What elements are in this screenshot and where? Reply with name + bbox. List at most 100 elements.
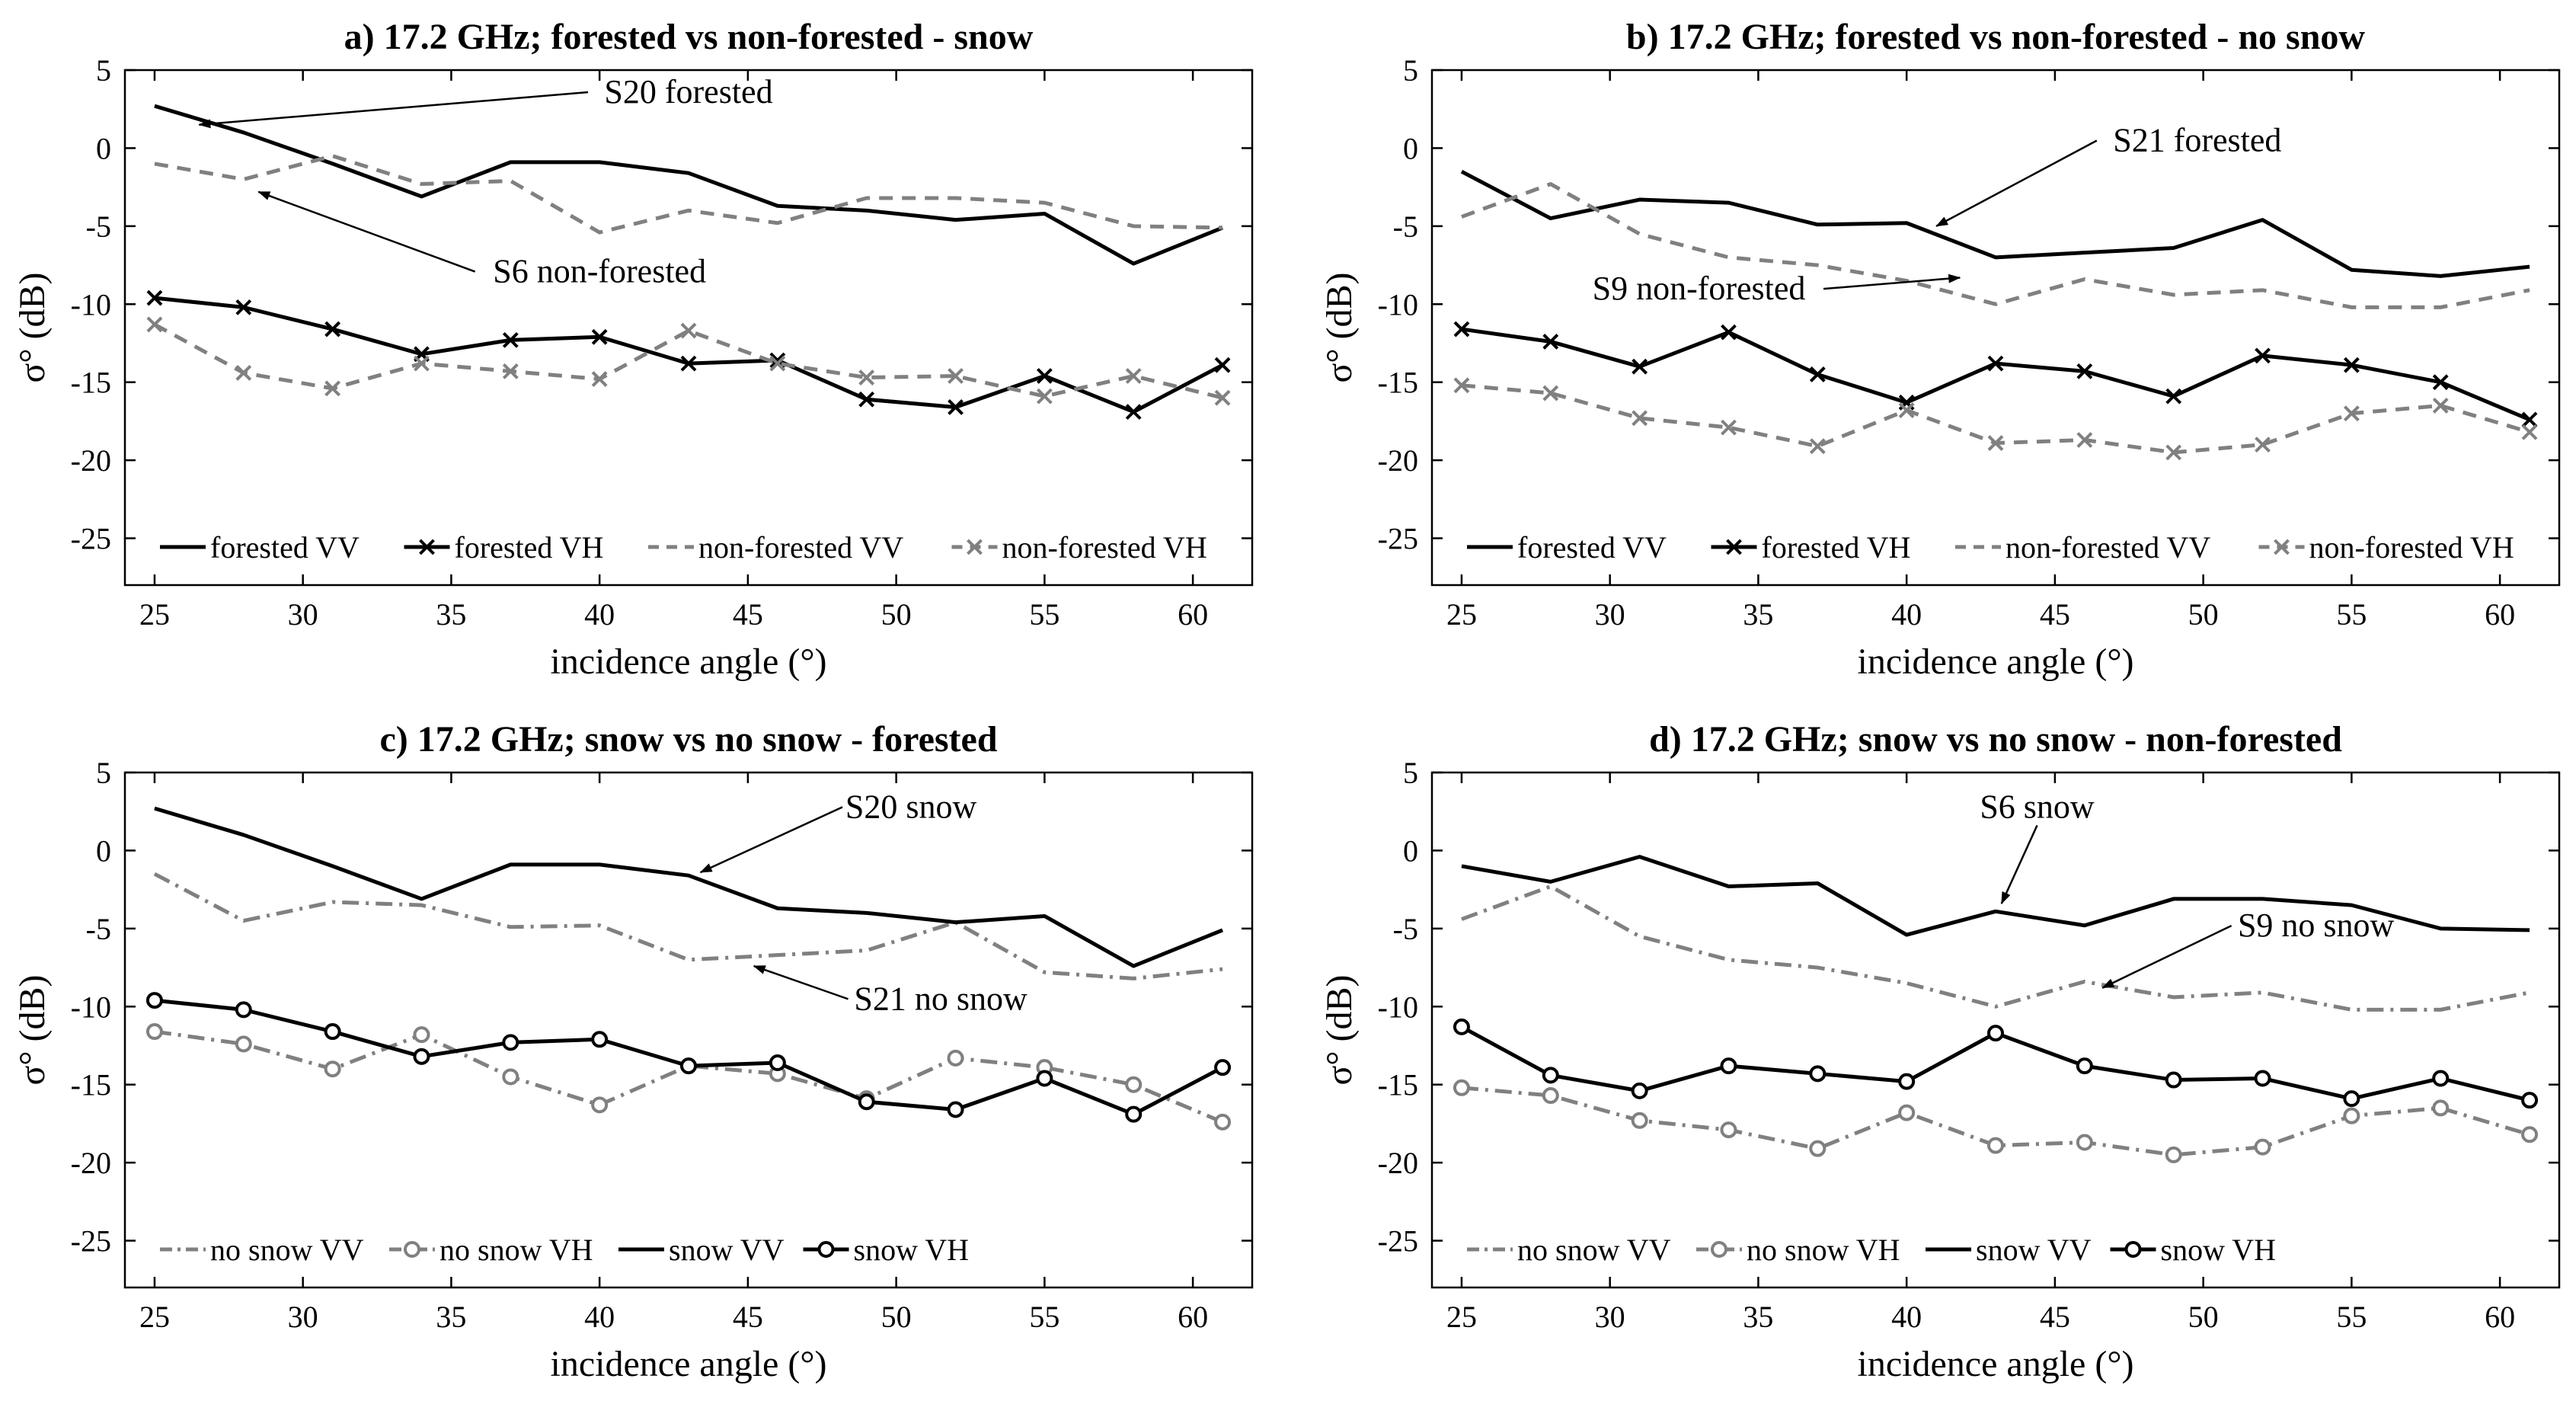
data-point (1036, 1070, 1053, 1087)
data-point (2255, 347, 2271, 364)
data-point (2343, 357, 2360, 373)
series-line (154, 806, 1223, 968)
series-line (154, 154, 1223, 235)
data-point (948, 368, 964, 384)
data-point (324, 1023, 341, 1041)
data-point (591, 1031, 609, 1048)
x-tick-label: 35 (1743, 597, 1773, 632)
chart-panel-4: d) 17.2 GHz; snow vs no snow - non-fores… (1319, 719, 2561, 1384)
y-tick-label: -15 (1378, 366, 1418, 400)
legend: forested VV forested VH non-forested VV non… (1467, 530, 2514, 565)
data-point (502, 1034, 519, 1051)
data-point (1453, 1018, 1470, 1035)
data-point (145, 992, 163, 1009)
legend-label: snow VV (669, 1233, 785, 1267)
data-point (145, 1023, 163, 1041)
data-point (2343, 405, 2360, 422)
legend-item: forested VH (404, 530, 603, 565)
data-point (1809, 1065, 1827, 1083)
legend-marker (419, 539, 435, 555)
data-point (1987, 355, 2004, 372)
data-point (1632, 410, 1648, 427)
series-non-forested-vv (154, 154, 1223, 235)
data-point (1542, 385, 1559, 401)
legend-label: no snow VH (1747, 1233, 1900, 1267)
series-line (1461, 182, 2530, 309)
legend-item: snow VV (618, 1233, 785, 1267)
annotation-label: S21 forested (2113, 122, 2281, 159)
x-tick-label: 50 (2188, 1300, 2219, 1334)
legend-marker (1726, 539, 1742, 555)
x-tick-label: 60 (2485, 597, 2515, 632)
chart-title: c) 17.2 GHz; snow vs no snow - forested (379, 719, 997, 760)
annotation-arrow (1935, 139, 2098, 227)
legend-label: forested VV (210, 530, 360, 565)
annotation-arrow (753, 964, 849, 1000)
y-tick-label: -25 (1378, 522, 1418, 556)
data-point (2165, 1146, 2182, 1163)
data-point (414, 355, 430, 372)
annotation-arrow (2000, 824, 2038, 904)
data-point (858, 391, 875, 408)
data-point (1809, 1140, 1827, 1157)
y-tick-label: -20 (71, 443, 111, 478)
x-tick-label: 50 (881, 1300, 912, 1334)
data-point (591, 1096, 609, 1114)
annotation-arrow (699, 806, 843, 874)
plot-area (123, 771, 1254, 1289)
y-tick-label: -10 (71, 990, 111, 1024)
annotation-label: S21 no snow (854, 980, 1028, 1017)
x-tick-label: 25 (139, 1300, 170, 1334)
series-forested-vv (154, 104, 1223, 266)
data-point (1214, 357, 1231, 373)
x-tick-label: 45 (733, 1300, 763, 1334)
legend-marker (2124, 1241, 2142, 1258)
y-tick-label: -25 (71, 1224, 111, 1259)
legend-item: no snow VH (389, 1233, 593, 1267)
chart-panel-2: b) 17.2 GHz; forested vs non-forested - … (1319, 17, 2561, 682)
data-point (146, 289, 163, 306)
legend-item: no snow VV (1467, 1233, 1671, 1267)
series-non-forested-vh (146, 316, 1231, 406)
legend-label: snow VH (854, 1233, 970, 1267)
data-point (2076, 1057, 2093, 1075)
data-point (1125, 404, 1142, 421)
x-tick-label: 60 (1178, 1300, 1208, 1334)
data-point (1125, 368, 1142, 384)
x-tick-label: 55 (2336, 1300, 2367, 1334)
legend-label: no snow VV (1517, 1233, 1671, 1267)
y-tick-label: -5 (1393, 912, 1418, 946)
x-tick-label: 45 (2040, 597, 2070, 632)
chart-title: d) 17.2 GHz; snow vs no snow - non-fores… (1649, 719, 2342, 760)
data-point (1542, 1067, 1559, 1084)
data-point (1214, 1113, 1232, 1131)
y-tick-label: -15 (71, 366, 111, 400)
series-forested-vh (1453, 321, 2538, 428)
legend-label: forested VH (1762, 530, 1911, 565)
y-axis-label: σ° (dB) (1319, 272, 1360, 382)
y-axis-label: σ° (dB) (12, 974, 53, 1085)
series-line (153, 322, 1223, 400)
legend-label: forested VV (1517, 530, 1667, 565)
data-point (1721, 419, 1737, 436)
chart-panel-3: c) 17.2 GHz; snow vs no snow - forested 2… (12, 719, 1254, 1384)
data-point (1453, 377, 1470, 394)
legend-label: non-forested VV (698, 530, 903, 565)
x-tick-label: 60 (2485, 1300, 2515, 1334)
data-point (2076, 363, 2093, 379)
x-axis-label: incidence angle (°) (1858, 641, 2134, 682)
legend-item: non-forested VH (951, 530, 1207, 565)
x-axis-label: incidence angle (°) (551, 641, 827, 682)
series-line (154, 1029, 1224, 1124)
data-point (1214, 1059, 1232, 1076)
data-point (1214, 389, 1231, 406)
data-point (2521, 1126, 2539, 1144)
x-tick-label: 45 (2040, 1300, 2070, 1334)
series-line (154, 998, 1224, 1117)
legend-label: non-forested VH (2309, 530, 2514, 565)
series-no-snow-vv (1461, 884, 2530, 1012)
y-tick-label: 5 (1403, 53, 1418, 88)
series-snow-vv (154, 806, 1223, 968)
data-point (324, 380, 341, 397)
y-tick-label: 0 (96, 131, 111, 165)
